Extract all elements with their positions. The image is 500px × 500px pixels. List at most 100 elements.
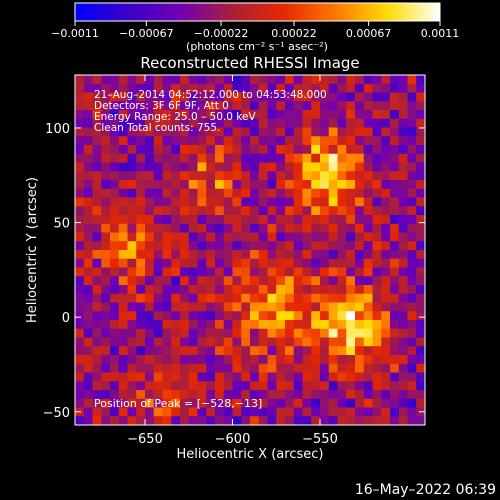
heatmap-cell [223, 258, 233, 268]
heatmap-cell [372, 197, 382, 207]
heatmap-cell [293, 223, 303, 233]
heatmap-cell [398, 206, 408, 216]
heatmap-cell [118, 215, 128, 225]
heatmap-cell [188, 276, 198, 286]
heatmap-cell [276, 241, 286, 251]
heatmap-cell [320, 372, 330, 382]
heatmap-cell [398, 381, 408, 391]
heatmap-cell [276, 188, 286, 198]
heatmap-cell [285, 390, 295, 400]
heatmap-cell [127, 320, 137, 330]
heatmap-cell [75, 346, 85, 356]
heatmap-cell [188, 145, 198, 155]
heatmap-cell [215, 372, 225, 382]
heatmap-cell [346, 285, 356, 295]
heatmap-cell [153, 293, 163, 303]
heatmap-cell [250, 258, 260, 268]
heatmap-cell [407, 293, 417, 303]
heatmap-cell [241, 83, 251, 93]
heatmap-cell [328, 92, 338, 102]
heatmap-cell [83, 346, 93, 356]
heatmap-cell [127, 258, 137, 268]
heatmap-cell [355, 83, 365, 93]
heatmap-cell [127, 363, 137, 373]
heatmap-cell [285, 250, 295, 260]
heatmap-cell [328, 223, 338, 233]
heatmap-cell [83, 250, 93, 260]
heatmap-cell [267, 258, 277, 268]
heatmap-cell [215, 145, 225, 155]
heatmap-cell [398, 337, 408, 347]
x-tick-label: −600 [215, 432, 251, 447]
heatmap-cell [92, 311, 102, 321]
heatmap-cell [293, 267, 303, 277]
heatmap-cell [320, 118, 330, 128]
heatmap-cell [92, 215, 102, 225]
heatmap-cell [162, 180, 172, 190]
heatmap-cell [92, 416, 102, 426]
heatmap-cell [328, 390, 338, 400]
heatmap-cell [293, 197, 303, 207]
heatmap-cell [171, 285, 181, 295]
heatmap-cell [320, 381, 330, 391]
heatmap-cell [337, 241, 347, 251]
heatmap-cell [145, 267, 155, 277]
heatmap-cell [337, 127, 347, 137]
heatmap-cell [92, 250, 102, 260]
heatmap-cell [381, 110, 391, 120]
heatmap-cell [416, 101, 426, 111]
heatmap-cell [372, 127, 382, 137]
heatmap-cell [355, 127, 365, 137]
heatmap-cell [337, 328, 347, 338]
heatmap-cell [232, 162, 242, 172]
heatmap-cell [346, 416, 356, 426]
heatmap-cell [206, 311, 216, 321]
heatmap-cell [346, 145, 356, 155]
heatmap-cell [390, 372, 400, 382]
heatmap-cell [92, 276, 102, 286]
heatmap-cell [355, 407, 365, 417]
heatmap-cell [153, 145, 163, 155]
heatmap-cell [232, 276, 242, 286]
heatmap-cell [398, 363, 408, 373]
heatmap-cell [416, 320, 426, 330]
heatmap-cell [337, 136, 347, 146]
heatmap-cell [381, 136, 391, 146]
heatmap-cell [92, 293, 102, 303]
heatmap-cell [241, 232, 251, 242]
heatmap-cell [136, 180, 146, 190]
heatmap-cell [363, 276, 373, 286]
heatmap-cell [285, 398, 295, 408]
heatmap-cell [215, 223, 225, 233]
heatmap-cell [390, 416, 400, 426]
heatmap-cell [381, 416, 391, 426]
heatmap-cell [215, 285, 225, 295]
heatmap-cell [381, 355, 391, 365]
heatmap-cell [390, 197, 400, 207]
heatmap-cell [293, 215, 303, 225]
heatmap-cell [75, 285, 85, 295]
heatmap-cell [398, 223, 408, 233]
heatmap-cell [180, 311, 190, 321]
colorbar-tick-label: 0.00022 [271, 27, 317, 40]
heatmap-cell [293, 110, 303, 120]
heatmap-cell [127, 407, 137, 417]
heatmap-cell [407, 145, 417, 155]
heatmap-cell [127, 223, 137, 233]
heatmap-cell [145, 197, 155, 207]
footer-date: 16–May–2022 06:39 [354, 482, 496, 498]
heatmap-cell [127, 267, 137, 277]
heatmap-cell [355, 398, 365, 408]
heatmap-cell [250, 127, 260, 137]
heatmap-cell [153, 215, 163, 225]
heatmap-cell [337, 250, 347, 260]
heatmap-cell [302, 75, 312, 85]
heatmap-cell [83, 127, 93, 137]
heatmap-cell [276, 258, 286, 268]
heatmap-cell [407, 92, 417, 102]
heatmap-cell [101, 328, 111, 338]
heatmap-cell [381, 75, 391, 85]
heatmap-cell [390, 145, 400, 155]
heatmap-cell [320, 311, 330, 321]
heatmap-cell [101, 346, 111, 356]
